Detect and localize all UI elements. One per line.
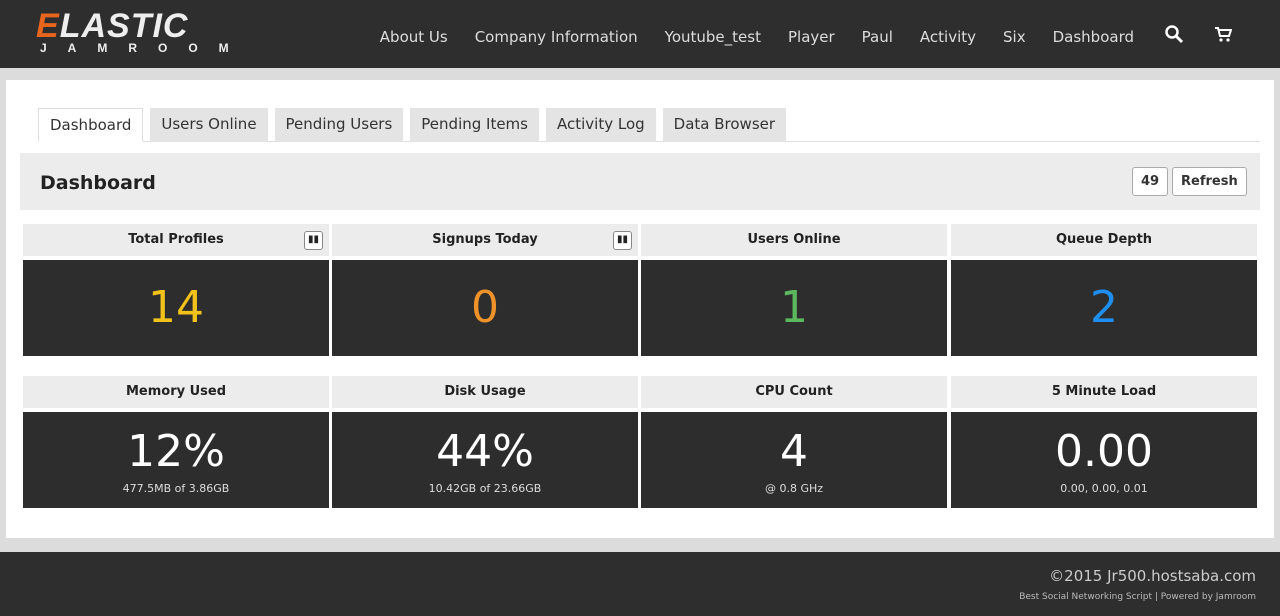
card-subtext: 477.5MB of 3.86GB xyxy=(122,482,230,495)
card-memory-used: Memory Used 12% 477.5MB of 3.86GB xyxy=(23,376,329,508)
footer-tagline[interactable]: Best Social Networking Script | Powered … xyxy=(1019,592,1256,602)
logo[interactable]: ELASTIC JAMROOM xyxy=(36,7,250,55)
card-label: Total Profiles xyxy=(128,232,224,247)
card-value: 12% xyxy=(127,426,225,477)
nav-about-us[interactable]: About Us xyxy=(379,27,448,46)
tab-users-online[interactable]: Users Online xyxy=(150,108,268,142)
nav-player[interactable]: Player xyxy=(787,27,835,46)
header: ELASTIC JAMROOM About Us Company Informa… xyxy=(0,0,1280,68)
card-label: CPU Count xyxy=(641,376,947,408)
card-value: 0 xyxy=(471,282,499,333)
tab-bar: Dashboard Users Online Pending Users Pen… xyxy=(38,108,1260,142)
card-label: Users Online xyxy=(747,232,841,247)
card-users-online: Users Online 1 xyxy=(641,224,947,356)
footer-copyright: ©2015 Jr500.hostsaba.com xyxy=(1049,567,1256,585)
bar-chart-icon[interactable]: ▮▮ xyxy=(304,231,323,250)
card-label: 5 Minute Load xyxy=(951,376,1257,408)
logo-initial: E xyxy=(36,7,60,45)
card-subtext: @ 0.8 GHz xyxy=(764,482,824,495)
nav-six[interactable]: Six xyxy=(1003,27,1026,46)
card-queue-depth: Queue Depth 2 xyxy=(951,224,1257,356)
card-label: Disk Usage xyxy=(332,376,638,408)
tab-dashboard[interactable]: Dashboard xyxy=(38,108,144,142)
main-panel: Dashboard Users Online Pending Users Pen… xyxy=(6,80,1274,538)
card-total-profiles: Total Profiles ▮▮ 14 xyxy=(23,224,329,356)
tab-pending-users[interactable]: Pending Users xyxy=(274,108,404,142)
tab-data-browser[interactable]: Data Browser xyxy=(662,108,787,142)
tab-pending-items[interactable]: Pending Items xyxy=(410,108,539,142)
tab-activity-log[interactable]: Activity Log xyxy=(546,108,656,142)
card-cpu-count: CPU Count 4 @ 0.8 GHz xyxy=(641,376,947,508)
card-value: 1 xyxy=(780,282,808,333)
card-label: Memory Used xyxy=(23,376,329,408)
logo-text: LASTIC xyxy=(59,7,189,45)
nav-paul[interactable]: Paul xyxy=(861,27,893,46)
card-value: 14 xyxy=(148,282,204,333)
card-value: 2 xyxy=(1090,282,1118,333)
card-disk-usage: Disk Usage 44% 10.42GB of 23.66GB xyxy=(332,376,638,508)
cart-icon[interactable] xyxy=(1214,25,1233,48)
refresh-button[interactable]: Refresh xyxy=(1172,167,1247,196)
card-subtext: 0.00, 0.00, 0.01 xyxy=(1060,482,1148,495)
card-value: 0.00 xyxy=(1055,426,1153,477)
nav-activity[interactable]: Activity xyxy=(919,27,977,46)
nav-dashboard[interactable]: Dashboard xyxy=(1052,27,1134,46)
card-value: 44% xyxy=(436,426,534,477)
search-icon[interactable] xyxy=(1164,24,1184,49)
page-title: Dashboard xyxy=(40,172,156,194)
main-nav: About Us Company Information Youtube_tes… xyxy=(353,24,1233,49)
nav-youtube-test[interactable]: Youtube_test xyxy=(664,27,761,46)
nav-company-information[interactable]: Company Information xyxy=(474,27,638,46)
card-value: 4 xyxy=(780,426,808,477)
footer: ©2015 Jr500.hostsaba.com Best Social Net… xyxy=(0,552,1280,616)
card-signups-today: Signups Today ▮▮ 0 xyxy=(332,224,638,356)
logo-subtext: JAMROOM xyxy=(40,41,250,55)
card-label: Signups Today xyxy=(432,232,538,247)
counter-button[interactable]: 49 xyxy=(1132,167,1169,196)
card-label: Queue Depth xyxy=(1055,232,1153,247)
card-5-minute-load: 5 Minute Load 0.00 0.00, 0.00, 0.01 xyxy=(951,376,1257,508)
card-subtext: 10.42GB of 23.66GB xyxy=(428,482,542,495)
dashboard-header: Dashboard 49 Refresh xyxy=(20,153,1260,210)
bar-chart-icon[interactable]: ▮▮ xyxy=(613,231,632,250)
